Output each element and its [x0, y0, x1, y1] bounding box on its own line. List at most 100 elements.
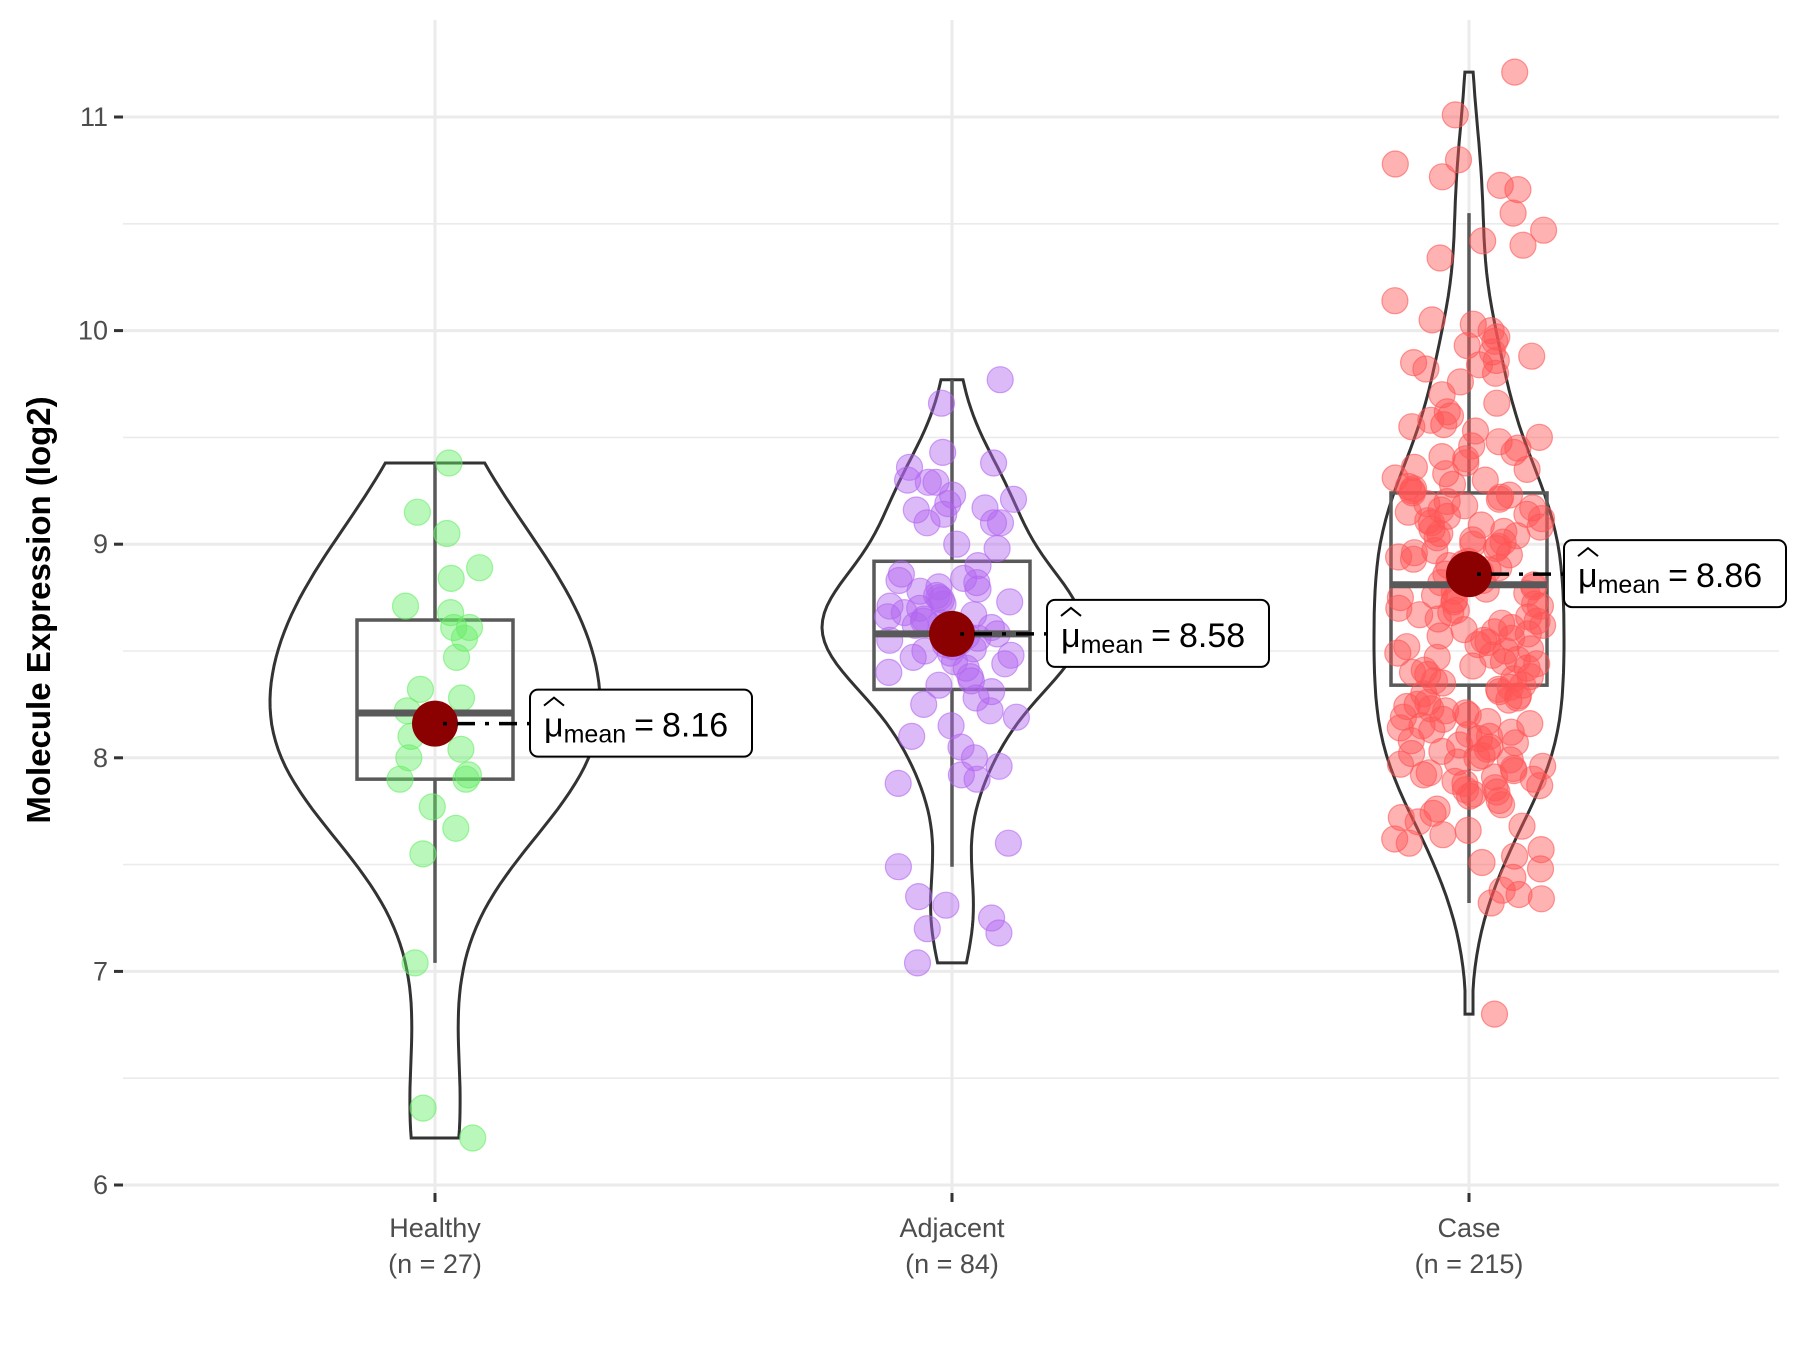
mean-symbol: μ	[1061, 617, 1081, 655]
x-tick-label: Case	[1437, 1213, 1500, 1243]
data-point	[442, 643, 471, 672]
data-point	[1504, 176, 1532, 204]
data-point	[1455, 782, 1484, 810]
hat-accent	[543, 696, 565, 707]
mean-value: 8.86	[1696, 557, 1762, 595]
data-point	[1526, 855, 1555, 883]
data-point	[1527, 885, 1556, 913]
data-point	[1485, 786, 1513, 815]
box	[872, 559, 1032, 692]
data-point	[994, 829, 1023, 857]
data-point	[979, 449, 1008, 477]
data-point	[401, 949, 429, 977]
data-point	[1428, 381, 1456, 409]
data-point	[1385, 594, 1413, 622]
data-point	[1528, 611, 1557, 640]
data-point	[1426, 519, 1454, 548]
data-point	[1459, 652, 1487, 680]
data-point	[903, 949, 932, 977]
data-point	[927, 389, 956, 417]
box	[355, 618, 515, 781]
data-point	[442, 814, 470, 842]
data-point	[977, 677, 1006, 706]
data-point	[391, 592, 420, 620]
data-point	[985, 919, 1013, 947]
data-point	[1500, 842, 1529, 870]
data-point	[1384, 543, 1413, 571]
group-healthy: μmean = 8.16	[268, 449, 753, 1152]
mean-marker	[929, 610, 975, 657]
data-point	[1417, 509, 1446, 537]
data-point	[466, 554, 494, 582]
y-tick-label: 6	[93, 1170, 108, 1200]
data-point	[454, 761, 482, 789]
group-case: μmean = 8.86	[1372, 58, 1787, 1028]
data-point	[1471, 466, 1499, 494]
data-point	[1480, 763, 1509, 791]
data-point	[947, 761, 976, 789]
data-point	[979, 509, 1008, 537]
mean-equals: =	[1668, 557, 1688, 595]
data-point	[1398, 413, 1426, 441]
data-point	[914, 468, 942, 496]
data-point	[1421, 536, 1449, 565]
data-point	[1423, 795, 1451, 823]
data-point	[1428, 163, 1457, 191]
data-point	[447, 735, 475, 763]
data-point	[985, 752, 1013, 780]
group-adjacent: μmean = 8.58	[820, 366, 1270, 977]
data-point	[1393, 692, 1421, 721]
data-point	[1518, 342, 1546, 370]
data-point	[1428, 737, 1456, 766]
x-tick-label: Healthy	[389, 1213, 481, 1243]
data-point	[1501, 58, 1529, 86]
data-point	[1513, 455, 1541, 483]
hat-accent	[1060, 606, 1082, 617]
data-point	[1426, 622, 1454, 650]
data-point	[991, 650, 1019, 678]
data-point	[898, 722, 926, 751]
mean-label-box	[1046, 598, 1270, 668]
data-point	[1429, 821, 1457, 849]
violin-outline	[1372, 70, 1566, 1016]
data-point	[1438, 470, 1467, 498]
data-point	[913, 509, 941, 537]
data-point	[1381, 287, 1409, 315]
data-point	[447, 684, 476, 712]
data-point	[1426, 244, 1454, 272]
y-tick-label: 8	[93, 743, 108, 773]
data-point	[947, 733, 975, 761]
data-point	[1480, 1000, 1509, 1028]
y-axis: 6 7 8 9 10 11	[78, 102, 123, 1200]
mean-subscript: mean	[564, 721, 627, 749]
data-point	[884, 769, 912, 798]
data-point	[1486, 171, 1514, 199]
data-point	[1525, 423, 1554, 451]
data-point	[1505, 880, 1533, 909]
violin-outline	[268, 461, 602, 1140]
data-point	[964, 575, 992, 603]
data-point	[1418, 515, 1446, 543]
data-point	[395, 744, 423, 772]
data-point	[932, 891, 960, 919]
data-point	[1430, 411, 1458, 439]
data-point	[1451, 492, 1479, 520]
data-point	[1400, 539, 1429, 567]
data-point	[875, 658, 903, 687]
data-point	[904, 882, 933, 911]
data-point	[1387, 803, 1415, 832]
data-point	[1404, 808, 1432, 836]
x-tick-count-label: (n = 27)	[388, 1249, 482, 1279]
data-point	[1465, 351, 1494, 379]
y-axis-title: Molecule Expression (log2)	[20, 396, 57, 823]
mean-label: μmean = 8.86	[1578, 557, 1762, 599]
data-point	[1468, 848, 1496, 877]
data-point	[433, 519, 461, 548]
data-point	[409, 840, 437, 868]
data-point	[459, 1124, 487, 1152]
data-point	[1504, 434, 1532, 462]
data-point	[1441, 101, 1469, 129]
mean-label: μmean = 8.16	[544, 707, 728, 749]
data-point	[925, 671, 953, 699]
